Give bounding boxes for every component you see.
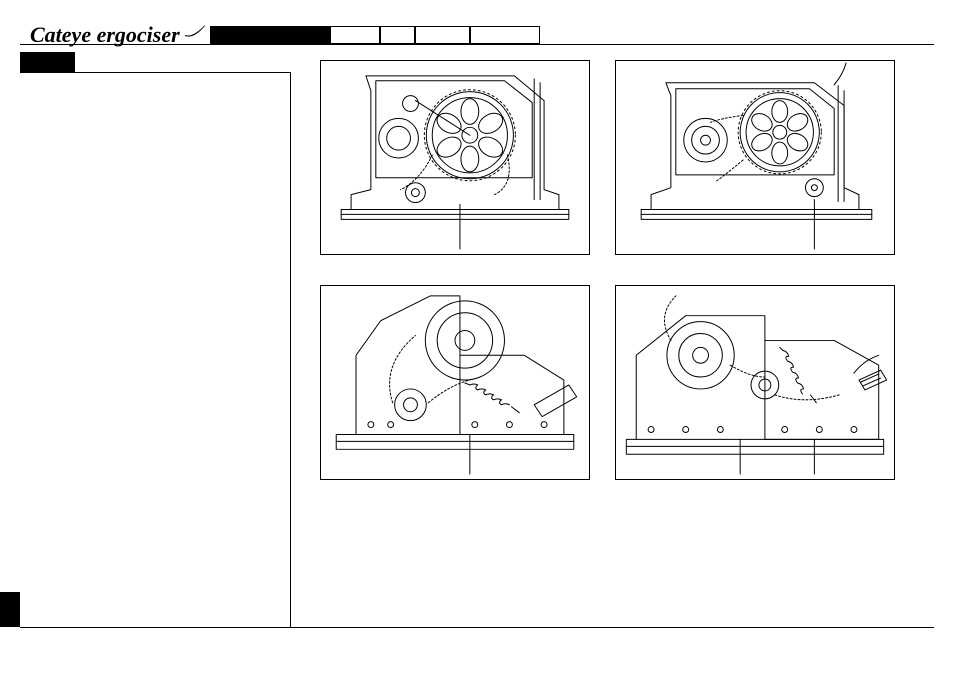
column-divider (290, 72, 291, 627)
top-tab (380, 26, 415, 44)
figure-2 (615, 60, 895, 255)
top-tab (415, 26, 470, 44)
figure-4 (615, 285, 895, 480)
tensioner-closeup-right-icon (616, 286, 894, 479)
top-tab (470, 26, 540, 44)
rule-top (20, 44, 934, 45)
top-tab-active (210, 26, 330, 44)
section-marker (20, 52, 75, 72)
page-edge-tab (0, 592, 20, 627)
figure-1 (320, 60, 590, 255)
brand-swoosh-icon (185, 19, 205, 45)
page: Cateye ergociser (0, 0, 954, 674)
top-tab (330, 26, 380, 44)
mechanism-drive-right-icon (616, 61, 894, 254)
tensioner-closeup-left-icon (321, 286, 589, 479)
rule-under-section-marker (20, 72, 290, 73)
top-tab-strip (210, 26, 540, 44)
rule-bottom (20, 627, 934, 628)
mechanism-drive-left-icon (321, 61, 589, 254)
figure-3 (320, 285, 590, 480)
